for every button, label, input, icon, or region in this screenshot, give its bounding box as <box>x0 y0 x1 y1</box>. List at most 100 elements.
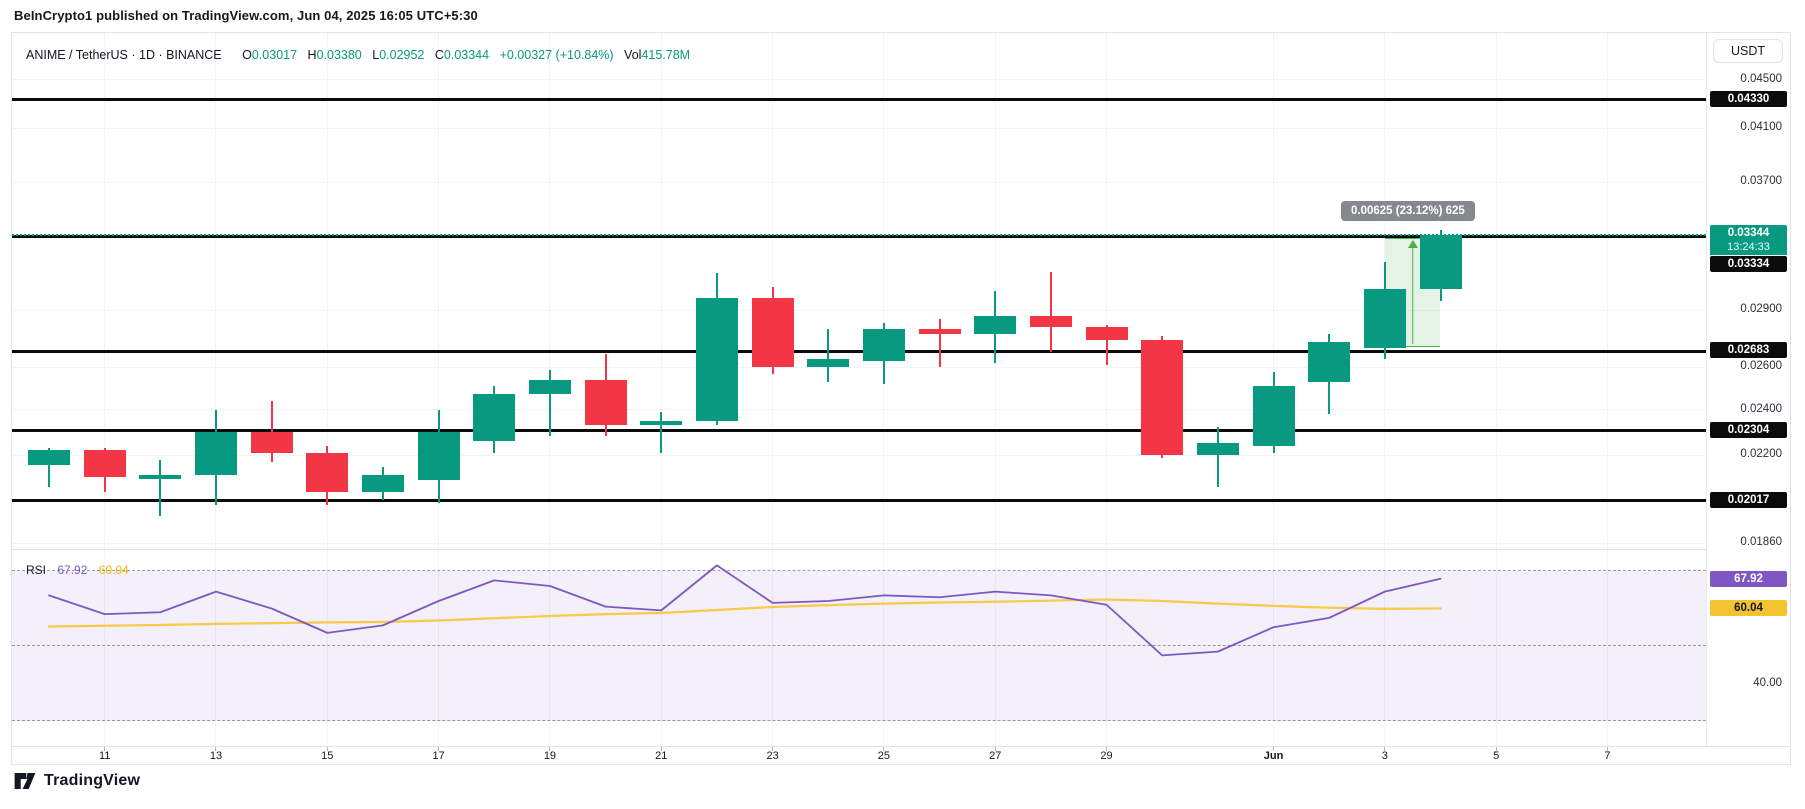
candle-body <box>695 297 738 421</box>
candle-body <box>1252 385 1295 446</box>
vertical-gridline <box>994 33 996 746</box>
time-axis-tickmark <box>1495 747 1497 751</box>
rsi-level-dashed-line <box>12 570 1706 571</box>
candle-body <box>1419 235 1462 290</box>
time-axis-tickmark <box>104 747 106 751</box>
vertical-gridline <box>1106 33 1108 746</box>
price-level-badge: 0.04330 <box>1710 90 1787 107</box>
time-tick-label: 27 <box>989 750 1002 762</box>
candle-wick <box>159 459 162 516</box>
price-level-line[interactable] <box>12 429 1706 433</box>
candle-body <box>584 379 627 426</box>
price-level-line[interactable] <box>12 349 1706 353</box>
candle-wick <box>938 319 941 368</box>
rsi-legend[interactable]: RSI 67.92 60.04 <box>26 563 129 577</box>
rsi-title: RSI <box>26 563 47 577</box>
rsi-value: 67.92 <box>57 563 88 577</box>
currency-toggle-button[interactable]: USDT <box>1713 39 1783 63</box>
price-range-tooltip: 0.00625 (23.12%) 625 <box>1341 201 1475 221</box>
price-level-line[interactable] <box>12 499 1706 503</box>
time-tick-label: 17 <box>432 750 445 762</box>
range-arrow-head <box>1407 239 1418 248</box>
rsi-band <box>12 571 1706 721</box>
candle-body <box>807 359 850 368</box>
rsi-ma-value: 60.04 <box>98 563 129 577</box>
candle-body <box>139 474 182 479</box>
price-tick-label: 0.02400 <box>1740 402 1782 415</box>
rsi-ma-badge: 60.04 <box>1710 600 1787 617</box>
candle-wick <box>270 400 273 463</box>
time-axis-tickmark <box>883 747 885 751</box>
candle-body <box>306 452 349 493</box>
candle-body <box>1363 288 1406 348</box>
candle-body <box>28 450 70 465</box>
high-value: 0.03380 <box>316 48 362 62</box>
candle-body <box>83 450 126 478</box>
time-axis-tickmark <box>660 747 662 751</box>
symbol-title[interactable]: ANIME / TetherUS · 1D · BINANCE <box>26 48 222 62</box>
candle-body <box>640 420 683 426</box>
price-tick-label: 0.04100 <box>1740 121 1782 134</box>
price-level-line[interactable] <box>12 98 1706 102</box>
time-axis-tickmark <box>326 747 328 751</box>
time-axis-tickmark <box>438 747 440 751</box>
candle-body <box>918 328 961 335</box>
price-level-badge: 0.02304 <box>1710 421 1787 438</box>
time-axis[interactable]: 11 13 15 17 19 21 23 25 27 29 Jun 3 5 7 <box>12 746 1790 764</box>
horizontal-gridline <box>12 181 1706 183</box>
change-value: +0.00327 (+10.84%) <box>499 48 614 62</box>
chart-widget: ANIME / TetherUS · 1D · BINANCE O0.03017… <box>11 32 1791 765</box>
candle-wick <box>48 448 50 488</box>
price-level-badge: 0.02017 <box>1710 491 1787 508</box>
time-axis-tickmark <box>1384 747 1386 751</box>
high-label: H <box>307 48 317 62</box>
current-price-badge-group: 0.03344 13:24:33 0.03334 <box>1710 225 1787 273</box>
horizontal-gridline <box>12 542 1706 544</box>
open-label: O <box>242 48 252 62</box>
price-tick-label: 0.03700 <box>1740 175 1782 188</box>
chart-plot-area[interactable]: ANIME / TetherUS · 1D · BINANCE O0.03017… <box>12 33 1706 746</box>
price-tick-label: 0.02200 <box>1740 448 1782 461</box>
time-axis-tickmark <box>772 747 774 751</box>
horizontal-gridline <box>12 409 1706 411</box>
rsi-level-dashed-line <box>12 720 1706 721</box>
price-level-line[interactable] <box>12 235 1706 239</box>
candle-body <box>417 431 460 480</box>
rsi-level-dashed-line <box>12 645 1706 646</box>
time-tick-label: 19 <box>543 750 557 762</box>
candle-body <box>473 394 516 442</box>
tradingview-logo-text: TradingView <box>44 772 141 789</box>
candle-body <box>1196 443 1239 456</box>
vertical-gridline <box>883 33 885 746</box>
horizontal-gridline <box>12 366 1706 368</box>
horizontal-gridline <box>12 127 1706 129</box>
current-price-badge: 0.03344 <box>1710 225 1787 242</box>
vertical-gridline <box>438 33 440 746</box>
published-attribution-line: BeInCrypto1 published on TradingView.com… <box>14 8 478 23</box>
close-value: 0.03344 <box>443 48 490 62</box>
horizontal-gridline <box>12 79 1706 80</box>
vertical-gridline <box>326 33 328 746</box>
candle-body <box>194 431 237 475</box>
low-value: 0.02952 <box>379 48 425 62</box>
candle-body <box>1308 341 1351 382</box>
candle-body <box>974 315 1017 335</box>
volume-value: 415.78M <box>641 48 691 62</box>
time-axis-tickmark <box>1273 747 1275 751</box>
time-tick-label: 13 <box>209 750 223 762</box>
candle-wick <box>1105 324 1108 366</box>
time-axis-tickmark <box>1106 747 1108 751</box>
symbol-legend[interactable]: ANIME / TetherUS · 1D · BINANCE O0.03017… <box>26 48 690 62</box>
price-tick-label: 0.01860 <box>1740 536 1782 549</box>
price-axis[interactable]: USDT 0.04500 0.04100 0.03700 0.02900 0.02600… <box>1706 33 1790 746</box>
candle-body <box>1085 326 1128 340</box>
vertical-gridline <box>104 33 106 746</box>
low-label: L <box>372 48 380 62</box>
range-arrow-shaft <box>1411 242 1414 345</box>
time-axis-tickmark <box>1606 747 1608 751</box>
price-tick-label: 0.02900 <box>1740 303 1782 316</box>
tradingview-attribution[interactable]: TradingView <box>14 772 140 790</box>
vertical-gridline <box>772 33 774 746</box>
current-price-line <box>12 234 1706 237</box>
